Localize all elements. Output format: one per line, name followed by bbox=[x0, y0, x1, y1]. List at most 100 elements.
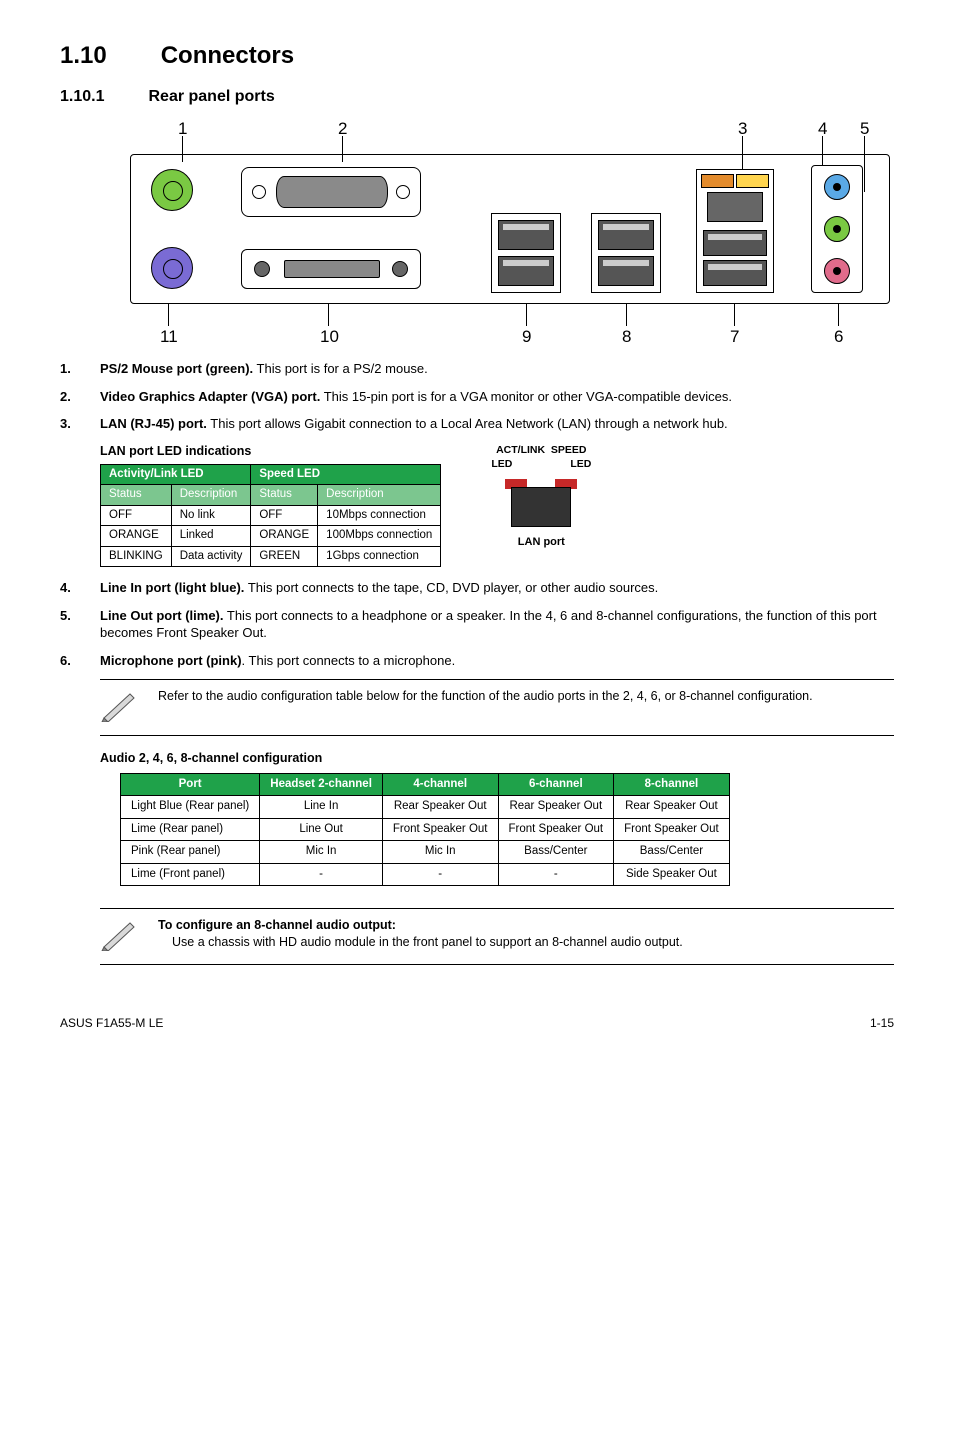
subsection-title-text: Rear panel ports bbox=[148, 88, 274, 105]
section-heading: 1.10Connectors bbox=[60, 40, 894, 72]
table-cell: 1Gbps connection bbox=[318, 546, 441, 567]
table-cell: Mic In bbox=[260, 841, 383, 864]
mic-jack bbox=[824, 258, 850, 284]
section-number: 1.10 bbox=[60, 42, 107, 69]
lan-group-header: Activity/Link LED bbox=[101, 464, 251, 485]
item-number: 3. bbox=[60, 415, 100, 433]
table-cell: BLINKING bbox=[101, 546, 172, 567]
table-header: Headset 2-channel bbox=[260, 773, 383, 796]
item-desc: This port connects to the tape, CD, DVD … bbox=[248, 580, 658, 595]
table-header: 6-channel bbox=[498, 773, 614, 796]
table-cell: 100Mbps connection bbox=[318, 526, 441, 547]
item-number: 4. bbox=[60, 579, 100, 597]
diagram-label-9: 9 bbox=[522, 326, 531, 349]
lan-port-icon bbox=[501, 473, 581, 533]
ps2-keyboard-port bbox=[151, 247, 193, 289]
table-cell: OFF bbox=[101, 505, 172, 526]
item-desc: This 15-pin port is for a VGA monitor or… bbox=[324, 389, 732, 404]
item-name: Line In port (light blue). bbox=[100, 580, 244, 595]
lan-sub-header: Description bbox=[171, 485, 251, 506]
list-item: 4. Line In port (light blue). This port … bbox=[60, 579, 894, 597]
table-header: 8-channel bbox=[614, 773, 730, 796]
lan-icon-top-left: ACT/LINK bbox=[496, 444, 545, 456]
audio-config-table: PortHeadset 2-channel4-channel6-channel8… bbox=[120, 773, 730, 887]
lan-led-table: Activity/Link LED Speed LED Status Descr… bbox=[100, 464, 441, 568]
table-cell: Mic In bbox=[382, 841, 498, 864]
diagram-label-7: 7 bbox=[730, 326, 739, 349]
lan-port-icon-block: ACT/LINK SPEED LED LED LAN port bbox=[491, 443, 591, 550]
lan-icon-led-right: LED bbox=[570, 457, 591, 471]
lan-usb-block bbox=[696, 169, 774, 293]
note-text: Refer to the audio configuration table b… bbox=[158, 688, 894, 705]
table-cell: No link bbox=[171, 505, 251, 526]
table-cell: OFF bbox=[251, 505, 318, 526]
note-block: To configure an 8-channel audio output: … bbox=[100, 908, 894, 965]
table-cell: Rear Speaker Out bbox=[614, 796, 730, 819]
list-item: 2. Video Graphics Adapter (VGA) port. Th… bbox=[60, 388, 894, 406]
list-item: 1. PS/2 Mouse port (green). This port is… bbox=[60, 360, 894, 378]
item-name: LAN (RJ-45) port. bbox=[100, 416, 207, 431]
io-panel bbox=[130, 154, 890, 304]
vga-port bbox=[241, 167, 421, 217]
table-cell: - bbox=[260, 863, 383, 886]
list-item: 5. Line Out port (lime). This port conne… bbox=[60, 607, 894, 642]
item-name: Microphone port (pink) bbox=[100, 653, 242, 668]
table-cell: Pink (Rear panel) bbox=[121, 841, 260, 864]
lan-sub-header: Description bbox=[318, 485, 441, 506]
subsection-number: 1.10.1 bbox=[60, 88, 104, 105]
table-cell: Front Speaker Out bbox=[498, 818, 614, 841]
note-pencil-icon bbox=[100, 917, 140, 956]
footer-right: 1-15 bbox=[870, 1015, 894, 1031]
item-desc: . This port connects to a microphone. bbox=[242, 653, 456, 668]
item-name: Video Graphics Adapter (VGA) port. bbox=[100, 389, 320, 404]
item-name: Line Out port (lime). bbox=[100, 608, 224, 623]
subsection-heading: 1.10.1 Rear panel ports bbox=[60, 86, 894, 108]
note-block: Refer to the audio configuration table b… bbox=[100, 679, 894, 736]
table-cell: - bbox=[498, 863, 614, 886]
audio-table-caption: Audio 2, 4, 6, 8-channel configuration bbox=[100, 750, 894, 767]
lan-icon-bottom-label: LAN port bbox=[491, 535, 591, 550]
table-cell: Rear Speaker Out bbox=[498, 796, 614, 819]
table-cell: Line In bbox=[260, 796, 383, 819]
table-cell: Lime (Rear panel) bbox=[121, 818, 260, 841]
line-out-jack bbox=[824, 216, 850, 242]
table-cell: Lime (Front panel) bbox=[121, 863, 260, 886]
table-cell: Linked bbox=[171, 526, 251, 547]
item-number: 1. bbox=[60, 360, 100, 378]
list-item: 6. Microphone port (pink). This port con… bbox=[60, 652, 894, 670]
table-header: 4-channel bbox=[382, 773, 498, 796]
table-cell: Side Speaker Out bbox=[614, 863, 730, 886]
diagram-label-10: 10 bbox=[320, 326, 339, 349]
diagram-label-8: 8 bbox=[622, 326, 631, 349]
lan-sub-header: Status bbox=[251, 485, 318, 506]
table-cell: Rear Speaker Out bbox=[382, 796, 498, 819]
audio-jack-column bbox=[811, 165, 863, 293]
table-cell: Bass/Center bbox=[614, 841, 730, 864]
table-cell: ORANGE bbox=[101, 526, 172, 547]
table-cell: Front Speaker Out bbox=[382, 818, 498, 841]
footer-left: ASUS F1A55-M LE bbox=[60, 1015, 163, 1031]
table-cell: 10Mbps connection bbox=[318, 505, 441, 526]
table-cell: Light Blue (Rear panel) bbox=[121, 796, 260, 819]
table-cell: Front Speaker Out bbox=[614, 818, 730, 841]
note2-title: To configure an 8-channel audio output: bbox=[158, 918, 396, 932]
table-header: Port bbox=[121, 773, 260, 796]
note-pencil-icon bbox=[100, 688, 140, 727]
ps2-mouse-port bbox=[151, 169, 193, 211]
diagram-label-11: 11 bbox=[160, 326, 178, 349]
lan-icon-top-right: SPEED bbox=[551, 444, 587, 456]
table-cell: - bbox=[382, 863, 498, 886]
table-cell: Bass/Center bbox=[498, 841, 614, 864]
hdmi-port bbox=[241, 249, 421, 289]
list-item: 3. LAN (RJ-45) port. This port allows Gi… bbox=[60, 415, 894, 433]
table-cell: Line Out bbox=[260, 818, 383, 841]
item-number: 6. bbox=[60, 652, 100, 670]
item-number: 5. bbox=[60, 607, 100, 642]
table-cell: Data activity bbox=[171, 546, 251, 567]
rear-panel-diagram: 1 2 3 4 5 bbox=[130, 118, 890, 348]
lan-group-header: Speed LED bbox=[251, 464, 441, 485]
table-cell: GREEN bbox=[251, 546, 318, 567]
usb-block-1 bbox=[491, 213, 561, 293]
item-number: 2. bbox=[60, 388, 100, 406]
lan-icon-led-left: LED bbox=[491, 457, 512, 471]
